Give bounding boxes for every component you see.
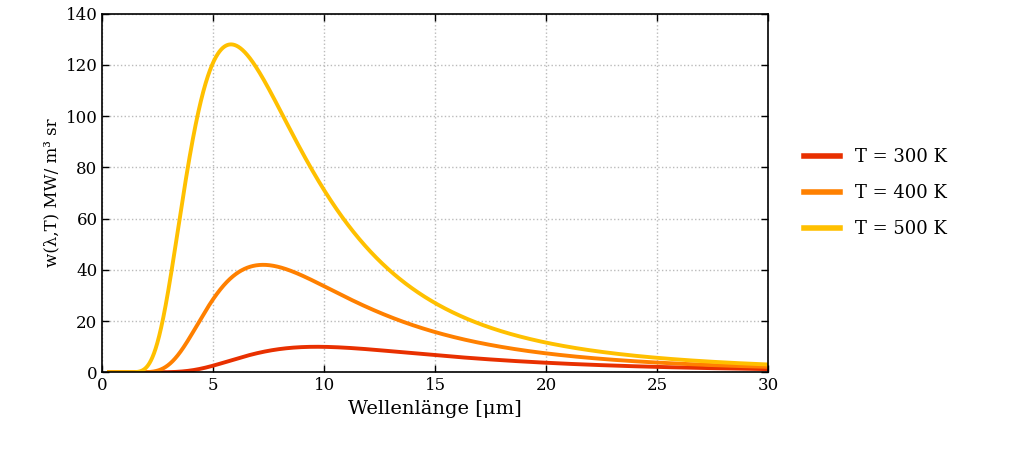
T = 500 K (531, 338, 544, 344)
Y-axis label: w(λ,T) MW/ m³ sr: w(λ,T) MW/ m³ sr (43, 118, 60, 267)
T = 400 K (531, 350, 544, 355)
T = 500 K (222, 42, 234, 47)
X-axis label: Wellenlänge [μm]: Wellenlänge [μm] (348, 400, 522, 418)
T = 400 K (499, 345, 511, 350)
T = 300 K (222, 358, 234, 364)
T = 400 K (354, 301, 367, 307)
T = 400 K (645, 360, 657, 365)
T = 400 K (102, 370, 116, 375)
T = 300 K (499, 358, 511, 363)
T = 400 K (257, 262, 269, 267)
T = 500 K (354, 238, 367, 244)
Line: T = 300 K: T = 300 K (110, 347, 768, 372)
T = 300 K (645, 364, 657, 370)
T = 500 K (499, 330, 511, 335)
T = 300 K (354, 346, 367, 351)
T = 400 K (762, 364, 774, 370)
T = 400 K (595, 356, 607, 361)
T = 500 K (225, 42, 238, 47)
T = 300 K (762, 366, 774, 372)
T = 500 K (762, 362, 774, 367)
T = 300 K (310, 344, 323, 350)
T = 300 K (595, 362, 607, 368)
Legend: T = 300 K, T = 400 K, T = 500 K: T = 300 K, T = 400 K, T = 500 K (797, 141, 954, 245)
T = 300 K (531, 360, 544, 365)
T = 500 K (595, 349, 607, 355)
Line: T = 400 K: T = 400 K (110, 265, 768, 372)
T = 500 K (102, 370, 116, 375)
T = 400 K (222, 277, 234, 283)
Line: T = 500 K: T = 500 K (110, 44, 768, 372)
T = 500 K (645, 355, 657, 360)
T = 300 K (102, 370, 116, 375)
